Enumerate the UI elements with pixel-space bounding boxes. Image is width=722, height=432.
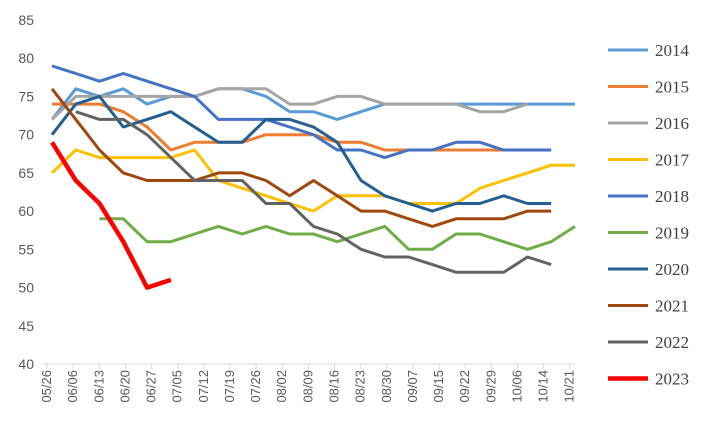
x-tick-label: 09/22 (457, 370, 472, 403)
legend-label-2014: 2014 (655, 41, 690, 60)
legend: 2014 2015 2016 2017 2018 2019 2020 2021 2022 2023 (608, 41, 690, 389)
x-tick-label: 08/09 (300, 370, 315, 403)
x-tick-label: 07/26 (248, 370, 263, 403)
series-line-2022 (75, 110, 552, 274)
legend-label-2015: 2015 (655, 78, 689, 97)
series-line-2017 (50, 148, 575, 213)
legend-label-2022: 2022 (655, 333, 689, 352)
x-tick-label: 08/23 (353, 370, 368, 403)
x-tick-label: 09/29 (483, 370, 498, 403)
y-tick-label: 55 (18, 241, 34, 257)
series-line-2016 (50, 87, 528, 121)
x-tick-label: 09/15 (431, 370, 446, 403)
series-line-2018 (51, 64, 552, 160)
legend-label-2023: 2023 (655, 370, 689, 389)
x-tick-label: 06/27 (144, 370, 159, 403)
legend-label-2018: 2018 (655, 187, 689, 206)
x-tick-label: 10/14 (536, 370, 551, 403)
y-tick-label: 70 (18, 127, 34, 143)
x-tick-label: 07/05 (170, 370, 185, 403)
series-line-2019 (99, 217, 576, 251)
y-tick-label: 85 (18, 12, 34, 28)
x-tick-label: 09/07 (405, 370, 420, 403)
x-tick-label: 08/02 (274, 370, 289, 403)
x-axis: 05/26 06/06 06/13 06/20 06/27 07/05 07/12 07/19… (39, 363, 577, 403)
y-tick-label: 50 (18, 280, 34, 296)
y-tick-label: 40 (18, 356, 34, 372)
series-line-2021 (50, 87, 552, 228)
y-axis-tick-labels: 40 45 50 55 60 65 70 75 80 85 (18, 12, 34, 372)
x-tick-label: 08/30 (379, 370, 394, 403)
x-tick-label: 10/06 (509, 370, 524, 403)
legend-label-2021: 2021 (655, 297, 689, 316)
y-tick-label: 75 (18, 88, 34, 104)
series-line-2015 (52, 102, 552, 152)
x-tick-label: 05/26 (39, 370, 54, 403)
legend-label-2020: 2020 (655, 260, 689, 279)
series-lines (50, 64, 576, 290)
x-tick-label: 10/21 (562, 370, 577, 403)
legend-label-2019: 2019 (655, 224, 689, 243)
x-tick-label: 07/12 (196, 370, 211, 403)
series-line-2020 (50, 94, 552, 213)
y-tick-label: 60 (18, 203, 34, 219)
x-tick-label: 06/06 (65, 370, 80, 403)
y-tick-label: 65 (18, 165, 34, 181)
y-tick-label: 45 (18, 318, 34, 334)
x-tick-label: 06/13 (91, 370, 106, 403)
series-line-2023 (50, 141, 172, 290)
x-tick-label: 08/16 (326, 370, 341, 403)
x-tick-label: 06/20 (117, 370, 132, 403)
legend-label-2016: 2016 (655, 114, 689, 133)
x-tick-label: 07/19 (222, 370, 237, 403)
legend-label-2017: 2017 (655, 151, 690, 170)
series-line-2014 (50, 87, 575, 121)
y-tick-label: 80 (18, 50, 34, 66)
